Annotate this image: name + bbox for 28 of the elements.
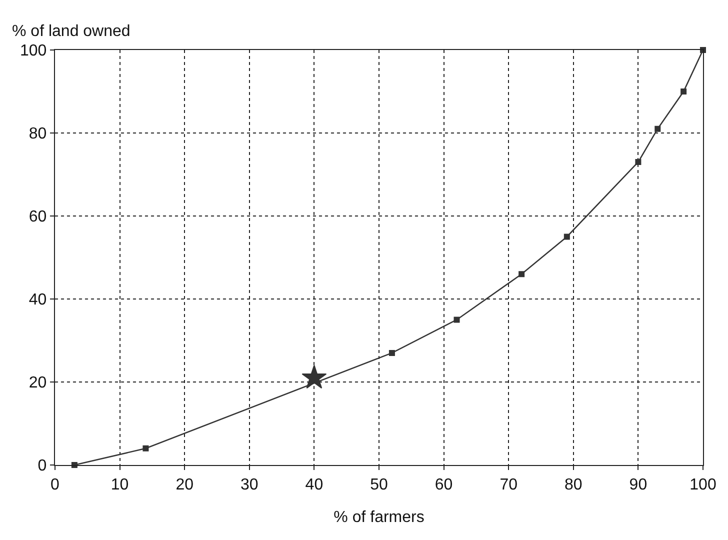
x-tick-label: 30 — [240, 476, 258, 494]
x-tick-label: 80 — [564, 476, 582, 494]
point — [635, 159, 642, 166]
point — [388, 350, 395, 356]
point — [564, 234, 570, 240]
x-tick-label: 100 — [690, 476, 716, 494]
x-tick-label: 0 — [50, 476, 60, 494]
point — [518, 271, 525, 278]
point — [680, 88, 687, 94]
x-tick-label: 10 — [110, 476, 129, 494]
y-tick-label: 40 — [28, 292, 47, 309]
x-tick-label: 60 — [434, 476, 453, 494]
x-tick-label: 40 — [305, 476, 324, 494]
point — [142, 445, 149, 452]
x-tick-label: 50 — [370, 476, 388, 494]
y-axis-title: % of land owned — [12, 23, 130, 40]
x-tick-label: 20 — [176, 476, 194, 494]
y-tick-label: 80 — [28, 126, 47, 143]
point — [654, 126, 661, 132]
point — [302, 364, 327, 389]
y-tick-label: 60 — [28, 208, 47, 226]
x-axis-title: % of farmers — [334, 509, 424, 526]
x-tick-label: 70 — [500, 476, 518, 494]
y-tick-label: 0 — [38, 458, 47, 475]
y-tick-label: 100 — [20, 42, 47, 60]
y-tick-label: 20 — [28, 374, 47, 392]
x-tick-label: 90 — [629, 476, 648, 494]
point — [454, 316, 460, 323]
